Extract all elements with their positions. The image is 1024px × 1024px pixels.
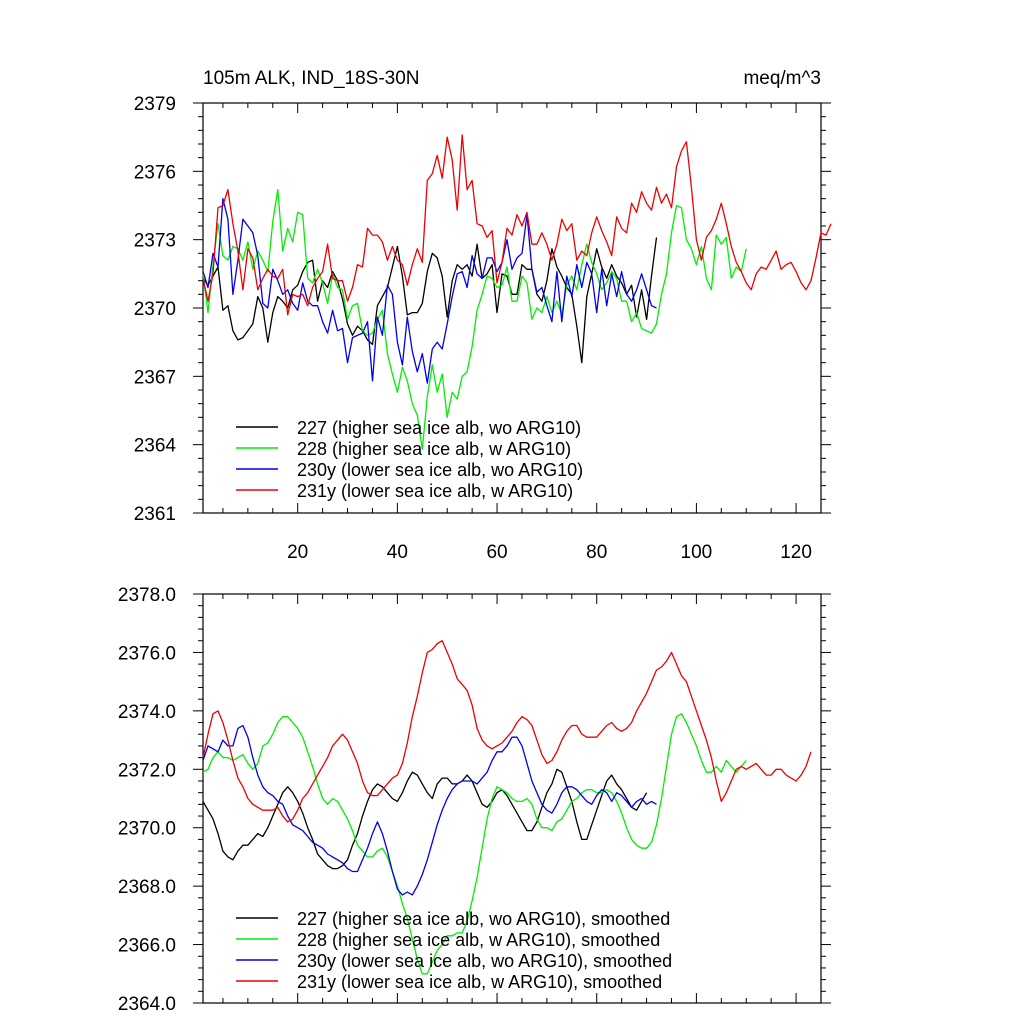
plot-frame	[202, 593, 822, 1004]
y-tick-label: 2373	[134, 231, 176, 252]
series-line-2	[202, 188, 747, 450]
y-tick-label: 2367	[134, 367, 176, 388]
legend-label: 230y (lower sea ice alb, wo ARG10)	[297, 460, 583, 480]
chart-title: 105m ALK, IND_18S-30N	[203, 68, 420, 89]
legend-label: 228 (higher sea ice alb, w ARG10)	[297, 439, 571, 459]
y-tick-label: 2376	[134, 162, 176, 183]
y-tick-label: 2376.0	[118, 643, 176, 664]
x-tick-label: 120	[780, 542, 812, 563]
y-tick-label: 2370	[134, 299, 176, 320]
legend-label: 230y (lower sea ice alb, wo ARG10), smoo…	[297, 951, 672, 971]
top-chart: 20 40 60 80 100 120 2361 2364 2367 2370 2373 2376 23…	[134, 94, 832, 563]
y-tick-label: 2366.0	[118, 936, 176, 957]
series-line-1	[202, 768, 648, 870]
y-tick-label: 2364	[134, 436, 177, 457]
y-tick-label: 2364.0	[118, 994, 176, 1015]
legend-label: 231y (lower sea ice alb, w ARG10), smoot…	[297, 972, 662, 992]
x-tick-label: 40	[387, 542, 408, 563]
x-tick-label: 100	[681, 542, 713, 563]
series-line-3	[202, 198, 657, 384]
legend-label: 227 (higher sea ice alb, wo ARG10)	[297, 418, 581, 438]
series-line-2	[202, 713, 747, 975]
y-tick-label: 2370.0	[118, 819, 176, 840]
y-tick-label: 2378.0	[118, 585, 176, 606]
series-line-4	[202, 640, 812, 823]
series-line-3	[202, 724, 657, 896]
legend-label: 231y (lower sea ice alb, w ARG10)	[297, 481, 573, 501]
bottom-chart: 2364.0 2366.0 2368.0 2370.0 2372.0 2374.0 2376…	[118, 585, 831, 1015]
chart-units: meq/m^3	[743, 68, 821, 89]
y-tick-label: 2379	[134, 94, 176, 115]
x-tick-label: 80	[586, 542, 607, 563]
x-tick-label: 60	[486, 542, 507, 563]
y-tick-label: 2361	[134, 504, 176, 525]
legend-label: 227 (higher sea ice alb, wo ARG10), smoo…	[297, 909, 670, 929]
y-tick-label: 2372.0	[118, 760, 176, 781]
series-line-1	[202, 237, 658, 364]
x-tick-label: 20	[287, 542, 308, 563]
series-line-4	[202, 134, 832, 316]
y-tick-label: 2368.0	[118, 877, 176, 898]
legend-label: 228 (higher sea ice alb, w ARG10), smoot…	[297, 930, 660, 950]
y-tick-label: 2374.0	[118, 702, 176, 723]
